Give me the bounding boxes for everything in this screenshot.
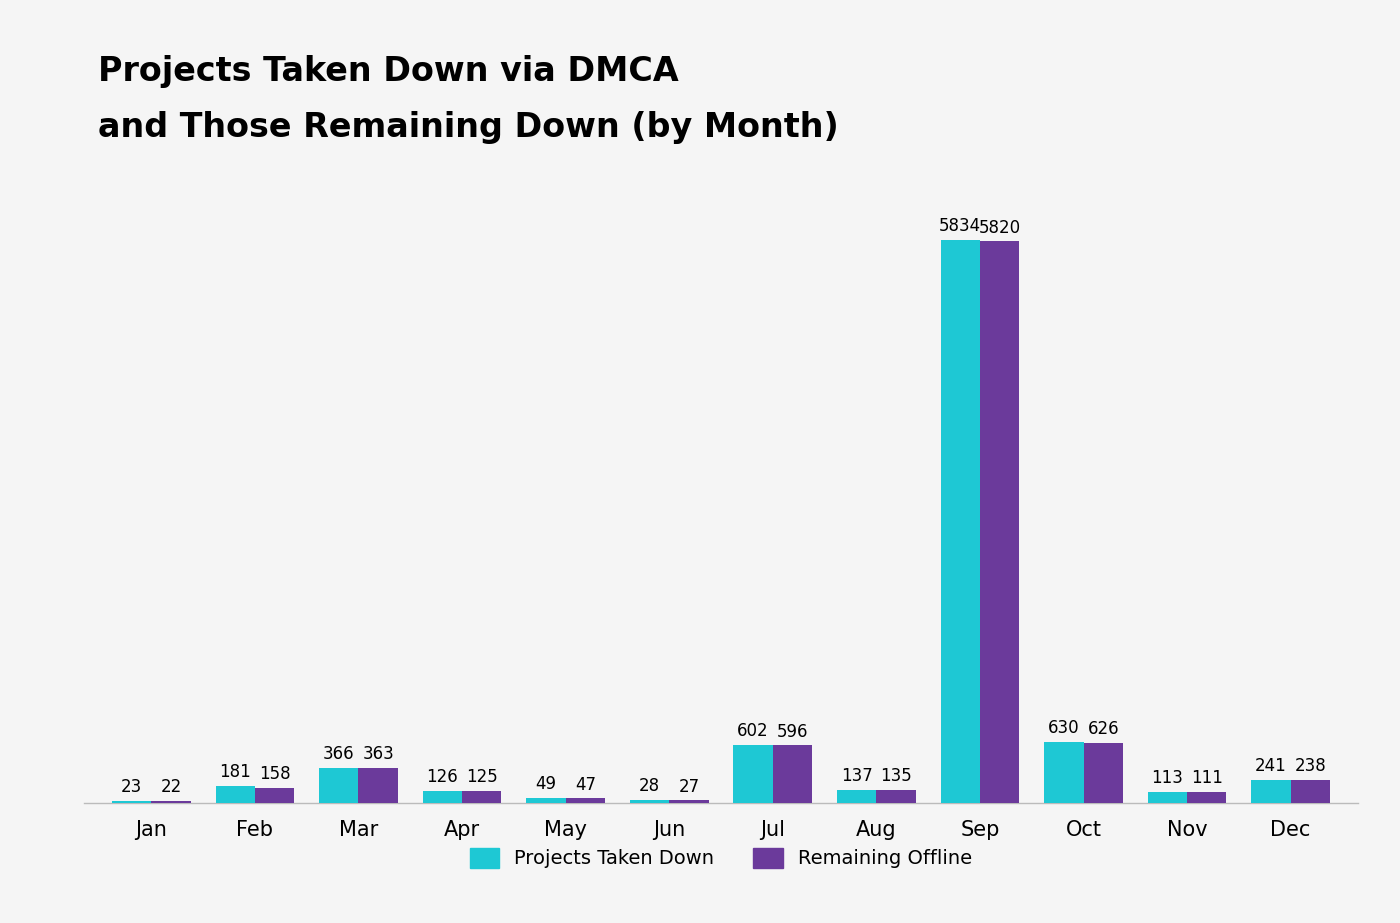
- Bar: [319, 768, 358, 803]
- Bar: [941, 240, 980, 803]
- Text: 5834: 5834: [939, 217, 981, 235]
- Bar: [1044, 742, 1084, 803]
- Bar: [773, 746, 812, 803]
- Bar: [151, 801, 190, 803]
- Bar: [1187, 792, 1226, 803]
- Text: 27: 27: [679, 777, 700, 796]
- Bar: [423, 791, 462, 803]
- Bar: [876, 790, 916, 803]
- Bar: [630, 800, 669, 803]
- Text: 366: 366: [323, 745, 354, 763]
- Text: 111: 111: [1191, 770, 1222, 787]
- Text: 113: 113: [1151, 769, 1183, 787]
- Bar: [462, 791, 501, 803]
- Text: 238: 238: [1295, 757, 1326, 775]
- Text: 23: 23: [120, 778, 143, 796]
- Text: 126: 126: [427, 768, 458, 786]
- Bar: [566, 798, 605, 803]
- Legend: Projects Taken Down, Remaining Offline: Projects Taken Down, Remaining Offline: [462, 840, 980, 876]
- Text: 125: 125: [466, 768, 497, 786]
- Bar: [980, 242, 1019, 803]
- Bar: [1291, 780, 1330, 803]
- Text: 22: 22: [161, 778, 182, 796]
- Text: 626: 626: [1088, 720, 1119, 737]
- Text: 47: 47: [575, 775, 596, 794]
- Text: 5820: 5820: [979, 219, 1021, 236]
- Bar: [837, 790, 876, 803]
- Text: 49: 49: [535, 775, 556, 794]
- Bar: [1084, 743, 1123, 803]
- Text: 158: 158: [259, 765, 290, 783]
- Text: and Those Remaining Down (by Month): and Those Remaining Down (by Month): [98, 111, 839, 144]
- Text: 363: 363: [363, 745, 393, 763]
- Bar: [1148, 792, 1187, 803]
- Bar: [216, 785, 255, 803]
- Bar: [734, 745, 773, 803]
- Bar: [669, 800, 708, 803]
- Text: 596: 596: [777, 723, 808, 740]
- Text: 137: 137: [841, 767, 872, 785]
- Bar: [112, 801, 151, 803]
- Text: 602: 602: [738, 722, 769, 740]
- Bar: [1252, 780, 1291, 803]
- Text: 241: 241: [1256, 757, 1287, 775]
- Text: 135: 135: [881, 767, 911, 785]
- Text: Projects Taken Down via DMCA: Projects Taken Down via DMCA: [98, 55, 679, 89]
- Bar: [526, 798, 566, 803]
- Bar: [255, 787, 294, 803]
- Text: 630: 630: [1049, 719, 1079, 737]
- Text: 28: 28: [638, 777, 659, 796]
- Text: 181: 181: [220, 762, 251, 781]
- Bar: [358, 768, 398, 803]
